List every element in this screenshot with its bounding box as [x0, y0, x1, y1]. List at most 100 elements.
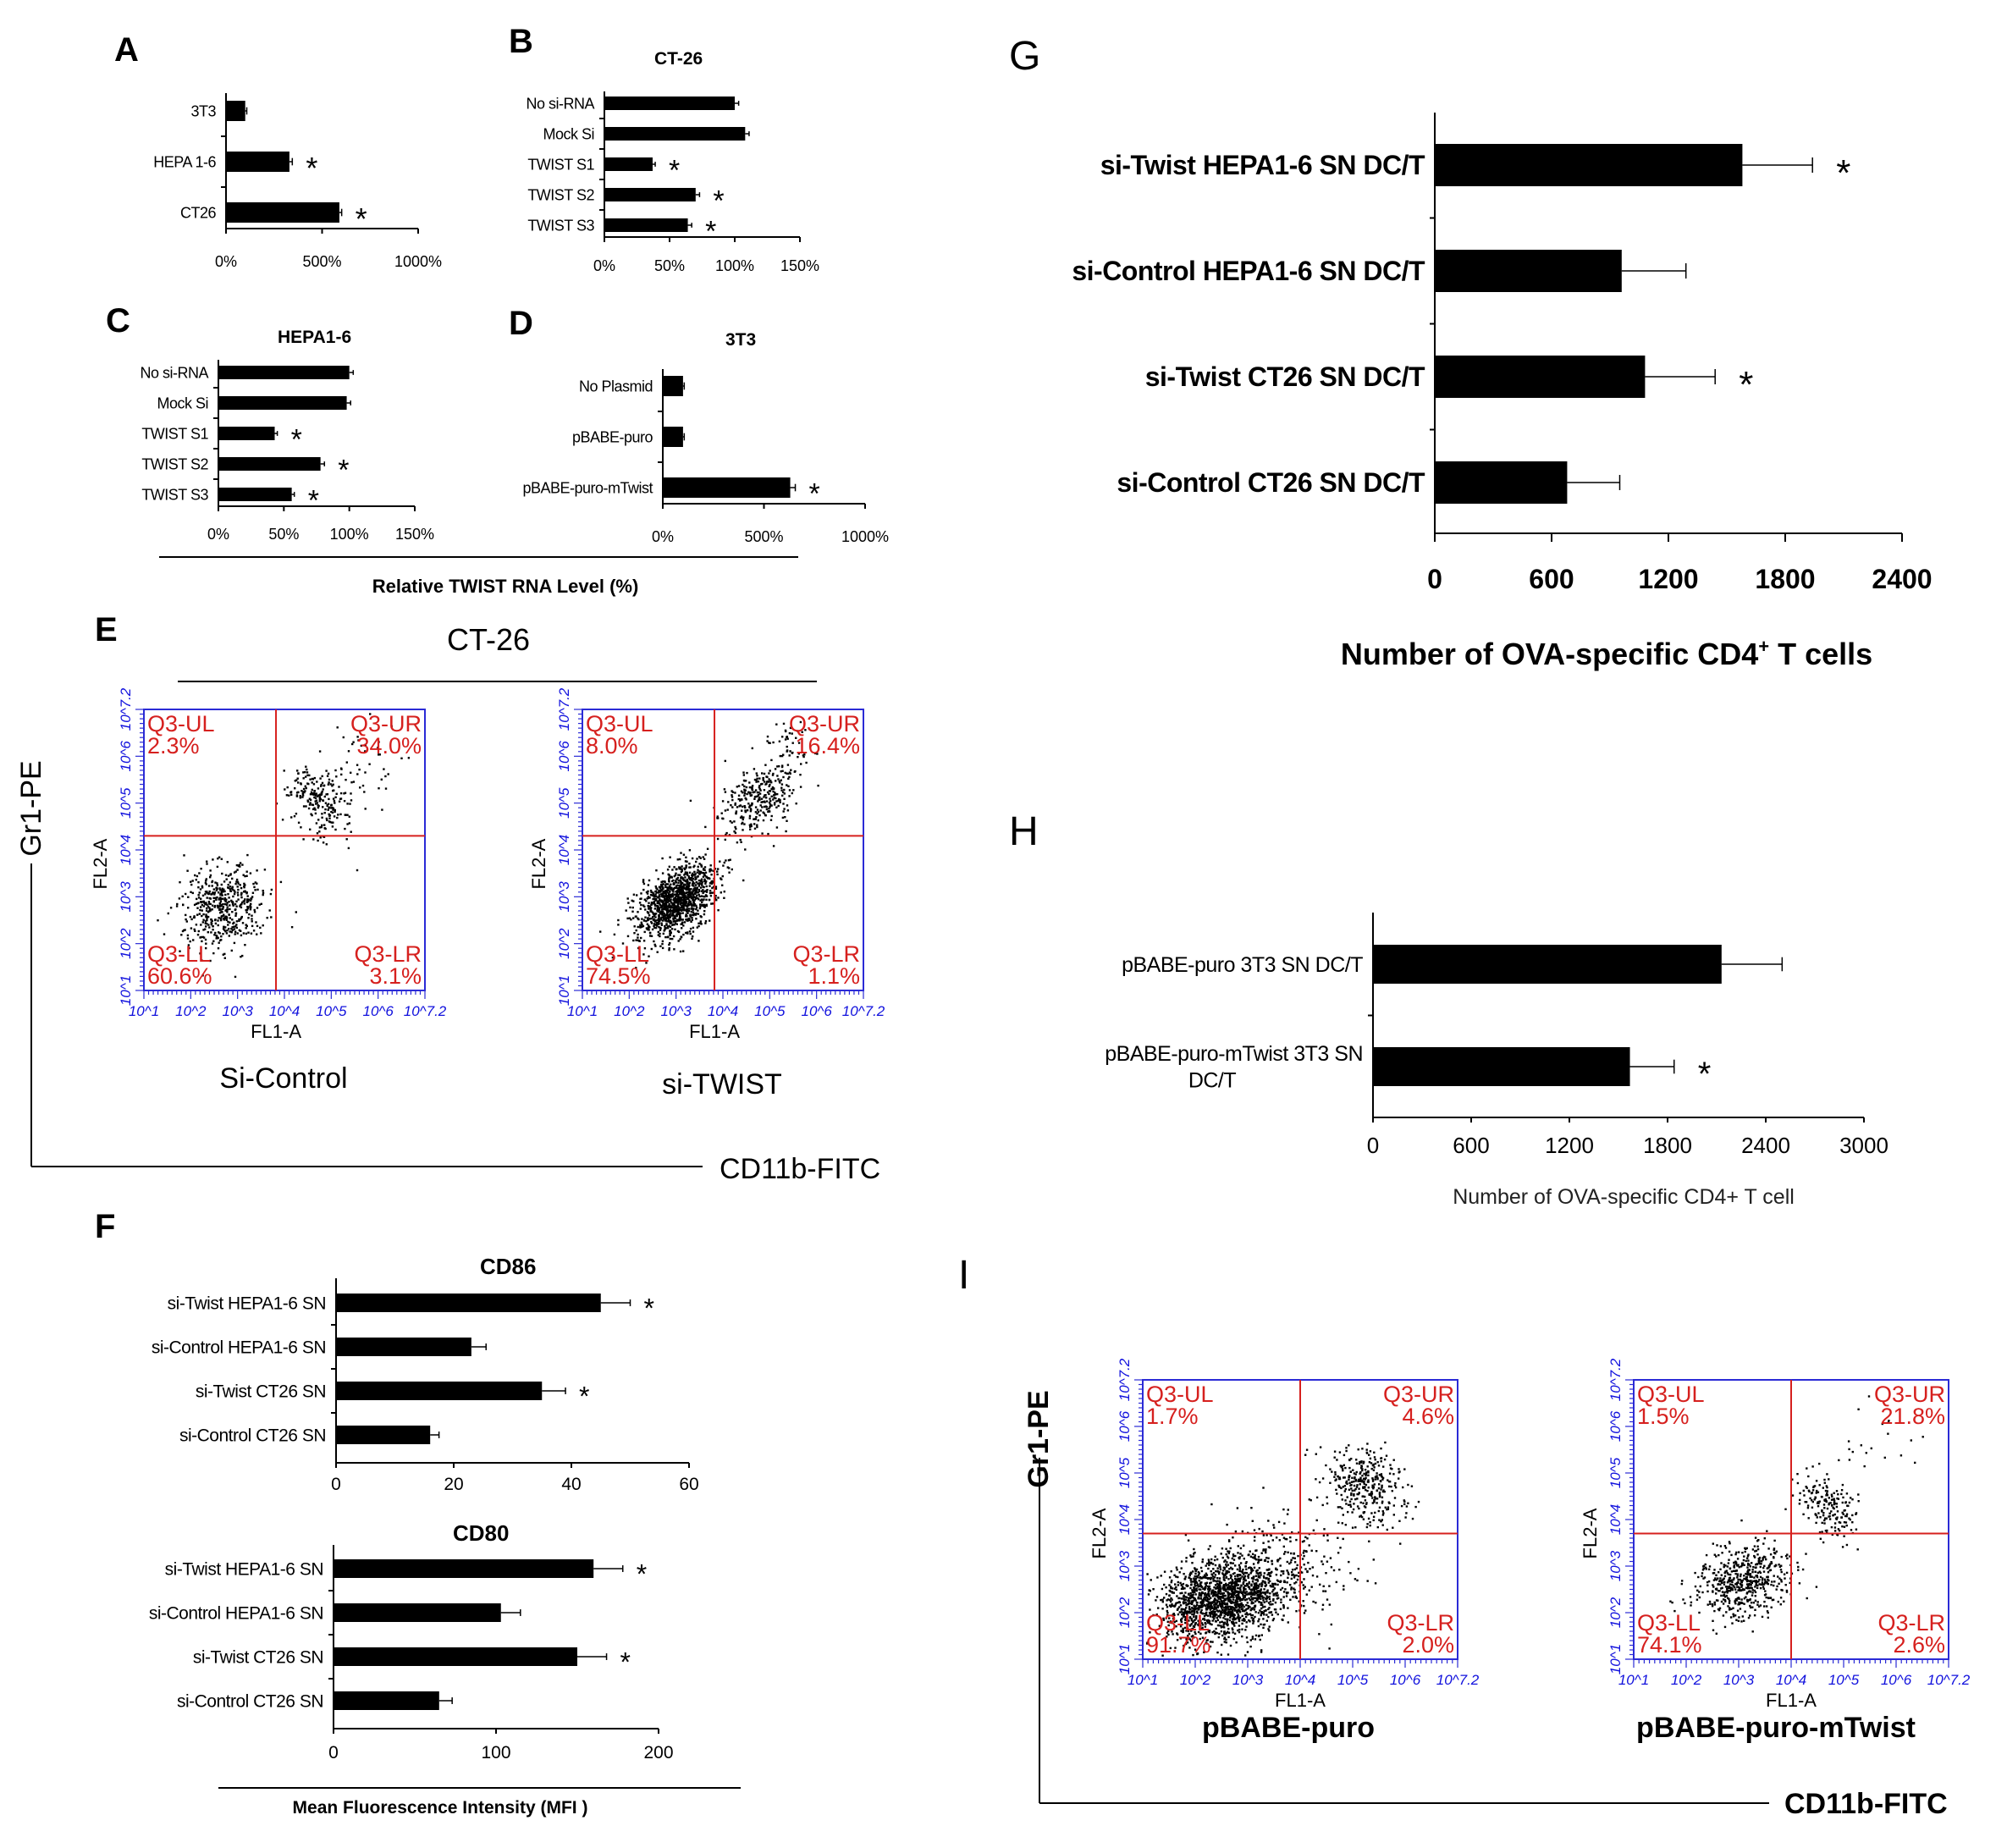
- event-dot: [1340, 1487, 1343, 1490]
- event-dot: [687, 885, 691, 887]
- event-dot: [320, 792, 323, 794]
- event-dot: [703, 872, 706, 874]
- event-dot: [661, 913, 664, 916]
- event-dot: [1264, 1605, 1266, 1608]
- event-dot: [1272, 1599, 1275, 1602]
- event-dot: [1256, 1569, 1259, 1572]
- event-dot: [686, 905, 688, 907]
- event-dot: [1369, 1457, 1372, 1460]
- event-dot: [1389, 1464, 1392, 1466]
- event-dot: [683, 887, 686, 890]
- event-dot: [222, 902, 224, 906]
- event-dot: [356, 869, 359, 872]
- event-dot: [321, 781, 324, 785]
- event-dot: [205, 942, 207, 945]
- event-dot: [1231, 1620, 1233, 1624]
- event-dot: [1282, 1572, 1285, 1575]
- event-dot: [654, 920, 657, 923]
- event-dot: [1193, 1615, 1195, 1618]
- event-dot: [243, 900, 245, 902]
- event-dot: [1358, 1462, 1361, 1465]
- event-dot: [1378, 1474, 1381, 1476]
- event-dot: [1165, 1586, 1167, 1589]
- event-dot: [661, 940, 664, 943]
- event-dot: [664, 893, 668, 896]
- event-dot: [1261, 1606, 1265, 1608]
- event-dot: [683, 921, 686, 924]
- event-dot: [1236, 1593, 1238, 1597]
- event-dot: [338, 800, 341, 803]
- event-dot: [786, 804, 789, 807]
- event-dot: [1291, 1569, 1294, 1571]
- event-dot: [657, 910, 659, 913]
- event-dot: [674, 928, 676, 931]
- event-dot: [659, 883, 663, 886]
- event-dot: [1238, 1597, 1241, 1600]
- event-dot: [1200, 1608, 1203, 1612]
- event-dot: [681, 877, 684, 880]
- event-dot: [1357, 1492, 1360, 1496]
- event-dot: [1271, 1570, 1273, 1574]
- bar: [226, 152, 289, 172]
- event-dot: [1199, 1597, 1202, 1600]
- event-dot: [1175, 1586, 1177, 1589]
- event-dot: [680, 883, 682, 886]
- event-dot: [1174, 1603, 1177, 1606]
- event-dot: [1363, 1505, 1366, 1508]
- event-dot: [1175, 1625, 1177, 1628]
- x-tick-label: 600: [1453, 1133, 1489, 1158]
- event-dot: [206, 863, 208, 865]
- event-dot: [803, 753, 806, 756]
- event-dot: [698, 903, 702, 906]
- event-dot: [1212, 1610, 1215, 1614]
- event-dot: [684, 895, 686, 897]
- event-dot: [691, 913, 694, 916]
- event-dot: [691, 907, 693, 910]
- event-dot: [1265, 1614, 1268, 1616]
- event-dot: [736, 806, 739, 808]
- event-dot: [336, 816, 339, 819]
- event-dot: [327, 783, 330, 786]
- event-dot: [328, 797, 330, 801]
- event-dot: [1350, 1492, 1353, 1495]
- event-dot: [1293, 1576, 1296, 1579]
- event-dot: [657, 918, 659, 922]
- y-decade-label: 10^7.2: [556, 687, 572, 731]
- event-dot: [1225, 1565, 1228, 1568]
- event-dot: [1239, 1577, 1242, 1580]
- event-dot: [270, 888, 273, 891]
- event-dot: [1315, 1519, 1318, 1522]
- event-dot: [1374, 1478, 1376, 1481]
- event-dot: [1209, 1545, 1211, 1547]
- event-dot: [617, 918, 620, 922]
- event-dot: [1349, 1470, 1352, 1473]
- event-dot: [685, 864, 688, 867]
- event-dot: [694, 876, 697, 879]
- event-dot: [188, 946, 190, 950]
- event-dot: [709, 885, 711, 887]
- event-dot: [1363, 1477, 1365, 1480]
- event-dot: [668, 874, 670, 877]
- event-dot: [1254, 1634, 1258, 1637]
- event-dot: [779, 801, 781, 803]
- event-dot: [666, 909, 669, 912]
- event-dot: [1392, 1504, 1395, 1507]
- event-dot: [381, 808, 383, 811]
- event-dot: [1360, 1515, 1364, 1519]
- event-dot: [704, 871, 708, 874]
- event-dot: [1343, 1585, 1345, 1587]
- event-dot: [1262, 1534, 1265, 1536]
- event-dot: [668, 903, 671, 906]
- event-dot: [1209, 1645, 1212, 1648]
- event-dot: [330, 821, 333, 824]
- event-dot: [1188, 1612, 1192, 1614]
- event-dot: [1195, 1587, 1198, 1590]
- event-dot: [239, 865, 241, 868]
- event-dot: [1264, 1593, 1266, 1596]
- event-dot: [679, 915, 681, 918]
- e-plot1-caption: Si-Control: [219, 1062, 347, 1095]
- event-dot: [688, 930, 692, 933]
- event-dot: [1211, 1601, 1214, 1604]
- event-dot: [205, 946, 207, 950]
- event-dot: [1359, 1472, 1361, 1475]
